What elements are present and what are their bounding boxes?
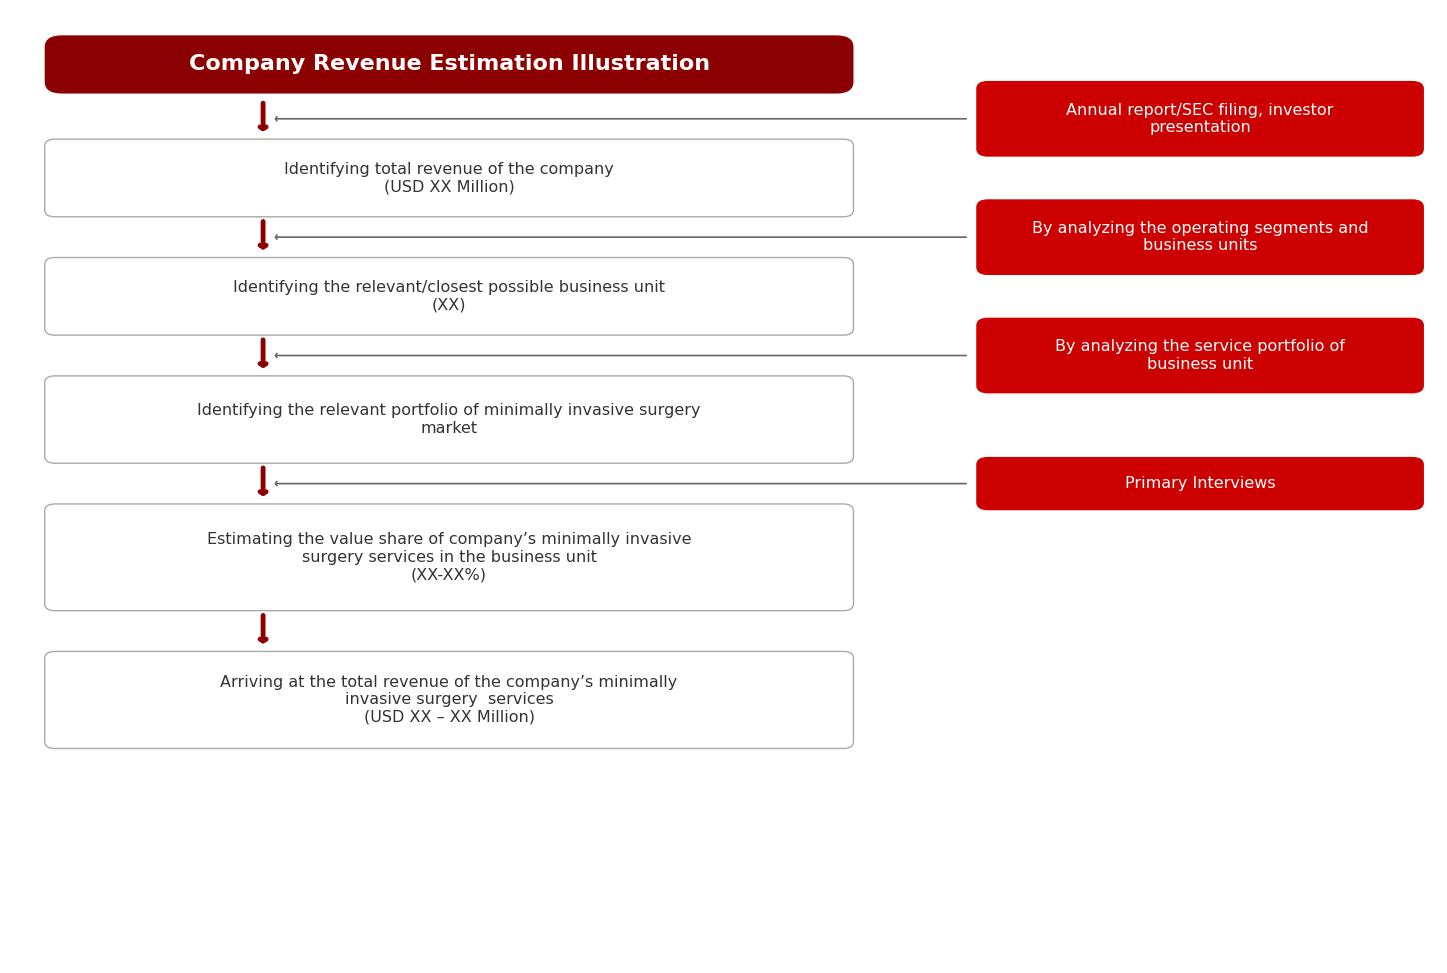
Text: By analyzing the operating segments and
business units: By analyzing the operating segments and …: [1032, 221, 1369, 253]
FancyBboxPatch shape: [45, 35, 854, 93]
Text: Arriving at the total revenue of the company’s minimally
invasive surgery  servi: Arriving at the total revenue of the com…: [220, 675, 677, 725]
Text: Estimating the value share of company’s minimally invasive
surgery services in t: Estimating the value share of company’s …: [207, 532, 692, 582]
FancyBboxPatch shape: [45, 376, 854, 463]
Text: Identifying the relevant/closest possible business unit
(XX): Identifying the relevant/closest possibl…: [233, 280, 666, 312]
Text: Identifying total revenue of the company
(USD XX Million): Identifying total revenue of the company…: [284, 162, 614, 195]
Text: Company Revenue Estimation Illustration: Company Revenue Estimation Illustration: [188, 54, 709, 75]
FancyBboxPatch shape: [45, 258, 854, 335]
FancyBboxPatch shape: [977, 81, 1424, 157]
Text: Identifying the relevant portfolio of minimally invasive surgery
market: Identifying the relevant portfolio of mi…: [197, 404, 700, 436]
FancyBboxPatch shape: [977, 317, 1424, 393]
FancyBboxPatch shape: [977, 457, 1424, 510]
Text: By analyzing the service portfolio of
business unit: By analyzing the service portfolio of bu…: [1055, 340, 1346, 372]
Text: Primary Interviews: Primary Interviews: [1124, 476, 1275, 491]
FancyBboxPatch shape: [977, 199, 1424, 275]
Text: Annual report/SEC filing, investor
presentation: Annual report/SEC filing, investor prese…: [1066, 102, 1334, 135]
FancyBboxPatch shape: [45, 504, 854, 611]
FancyBboxPatch shape: [45, 652, 854, 748]
FancyBboxPatch shape: [45, 139, 854, 217]
